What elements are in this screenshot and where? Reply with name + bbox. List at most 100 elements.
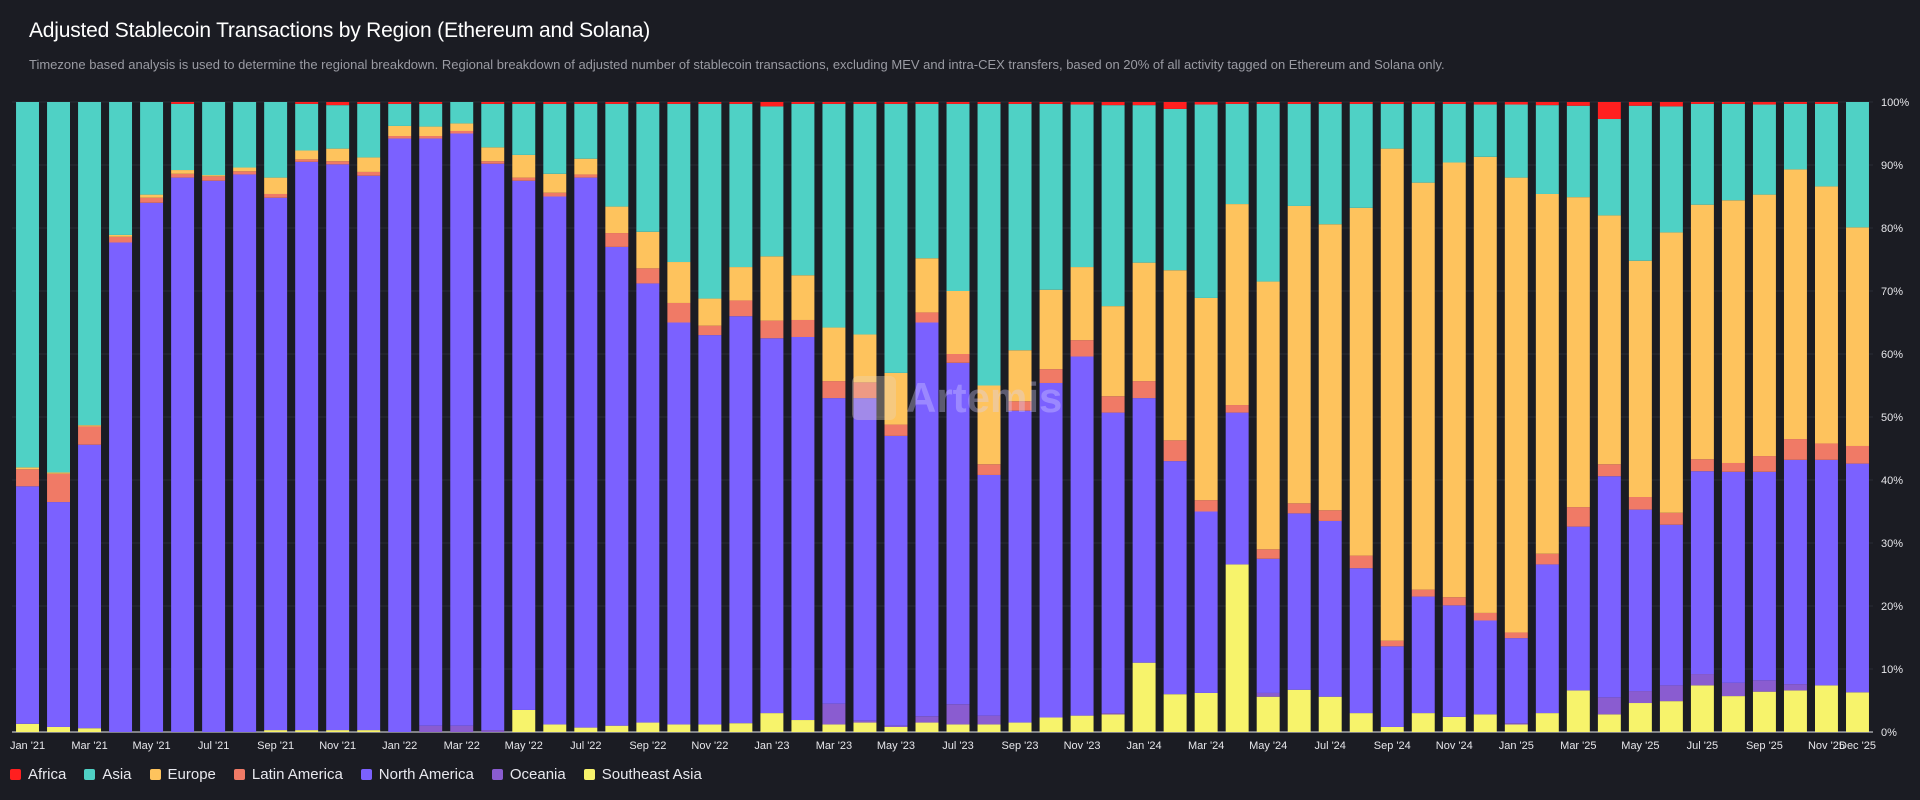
bar-segment-europe[interactable] xyxy=(326,148,350,162)
bar-stack[interactable] xyxy=(1473,102,1497,732)
bar-stack[interactable] xyxy=(543,102,567,732)
bar-segment-europe[interactable] xyxy=(1628,260,1652,498)
bar-segment-southeast-asia[interactable] xyxy=(1380,726,1404,732)
bar-segment-southeast-asia[interactable] xyxy=(326,730,350,732)
bar-stack[interactable] xyxy=(171,102,195,733)
bar-segment-europe[interactable] xyxy=(233,167,257,172)
bar-segment-oceania[interactable] xyxy=(946,704,970,725)
bar-segment-latin-america[interactable] xyxy=(729,300,753,317)
bar-stack[interactable] xyxy=(1225,102,1249,732)
bar-segment-north-america[interactable] xyxy=(233,174,257,732)
bar-segment-latin-america[interactable] xyxy=(47,473,71,503)
bar-segment-asia[interactable] xyxy=(78,102,102,426)
bar-segment-asia[interactable] xyxy=(1814,103,1838,187)
bar-stack[interactable] xyxy=(1163,102,1187,732)
bar-segment-africa[interactable] xyxy=(729,102,753,104)
bar-segment-oceania[interactable] xyxy=(1101,713,1125,715)
bar-segment-africa[interactable] xyxy=(1535,102,1559,106)
bar-segment-europe[interactable] xyxy=(760,256,784,321)
bar-segment-asia[interactable] xyxy=(419,103,443,127)
bar-segment-southeast-asia[interactable] xyxy=(1070,715,1094,732)
bar-stack[interactable] xyxy=(1442,102,1466,732)
bar-segment-north-america[interactable] xyxy=(1659,524,1683,686)
bar-segment-southeast-asia[interactable] xyxy=(1659,701,1683,732)
bar-segment-southeast-asia[interactable] xyxy=(1163,694,1187,732)
bar-segment-africa[interactable] xyxy=(512,102,536,104)
bar-segment-asia[interactable] xyxy=(1287,103,1311,206)
bar-segment-africa[interactable] xyxy=(1659,102,1683,107)
bar-segment-north-america[interactable] xyxy=(1256,558,1280,693)
bar-segment-north-america[interactable] xyxy=(1442,605,1466,717)
bar-segment-southeast-asia[interactable] xyxy=(78,728,102,732)
bar-segment-north-america[interactable] xyxy=(791,336,815,721)
bar-segment-north-america[interactable] xyxy=(1628,509,1652,692)
bar-segment-southeast-asia[interactable] xyxy=(1132,662,1156,732)
bar-segment-europe[interactable] xyxy=(1039,289,1063,370)
bar-segment-latin-america[interactable] xyxy=(698,325,722,336)
bar-segment-latin-america[interactable] xyxy=(1721,462,1745,472)
bar-segment-latin-america[interactable] xyxy=(1287,503,1311,514)
bar-segment-latin-america[interactable] xyxy=(1846,445,1869,464)
bar-stack[interactable] xyxy=(636,102,660,732)
bar-segment-north-america[interactable] xyxy=(1349,568,1373,714)
bar-segment-southeast-asia[interactable] xyxy=(1783,690,1807,732)
bar-segment-north-america[interactable] xyxy=(1721,471,1745,683)
bar-segment-oceania[interactable] xyxy=(1597,697,1621,715)
bar-segment-europe[interactable] xyxy=(1194,297,1218,501)
bar-stack[interactable] xyxy=(574,102,598,732)
bar-stack[interactable] xyxy=(1318,102,1342,732)
bar-segment-europe[interactable] xyxy=(140,194,164,198)
bar-stack[interactable] xyxy=(1597,102,1621,732)
bar-stack[interactable] xyxy=(1287,102,1311,732)
bar-segment-oceania[interactable] xyxy=(853,720,877,723)
bar-stack[interactable] xyxy=(1411,102,1435,732)
bar-stack[interactable] xyxy=(791,102,815,732)
bar-segment-southeast-asia[interactable] xyxy=(1721,696,1745,732)
bar-segment-north-america[interactable] xyxy=(1690,471,1714,675)
bar-segment-latin-america[interactable] xyxy=(109,236,133,243)
bar-segment-asia[interactable] xyxy=(1566,105,1590,198)
bar-stack[interactable] xyxy=(47,102,71,732)
legend-item-latin-america[interactable]: Latin America xyxy=(233,766,343,783)
bar-segment-north-america[interactable] xyxy=(729,316,753,724)
bar-segment-africa[interactable] xyxy=(1256,102,1280,104)
bar-segment-europe[interactable] xyxy=(1101,306,1125,397)
bar-segment-africa[interactable] xyxy=(1194,102,1218,105)
bar-segment-europe[interactable] xyxy=(388,125,412,137)
bar-segment-africa[interactable] xyxy=(1721,102,1745,104)
bar-segment-latin-america[interactable] xyxy=(295,159,319,162)
bar-segment-latin-america[interactable] xyxy=(1442,597,1466,606)
bar-stack[interactable] xyxy=(1132,102,1156,732)
bar-segment-north-america[interactable] xyxy=(481,163,505,731)
bar-segment-north-america[interactable] xyxy=(357,175,381,731)
bar-segment-latin-america[interactable] xyxy=(140,197,164,203)
bar-stack[interactable] xyxy=(946,102,970,732)
bar-segment-oceania[interactable] xyxy=(419,725,443,732)
bar-segment-africa[interactable] xyxy=(1690,102,1714,104)
bar-segment-southeast-asia[interactable] xyxy=(16,723,39,732)
bar-segment-africa[interactable] xyxy=(1101,102,1125,106)
bar-segment-north-america[interactable] xyxy=(1287,513,1311,690)
bar-segment-europe[interactable] xyxy=(1535,193,1559,554)
bar-segment-africa[interactable] xyxy=(1039,102,1063,104)
bar-segment-latin-america[interactable] xyxy=(791,319,815,337)
bar-segment-north-america[interactable] xyxy=(512,180,536,710)
bar-segment-north-america[interactable] xyxy=(140,202,164,733)
bar-segment-europe[interactable] xyxy=(1597,215,1621,465)
bar-segment-africa[interactable] xyxy=(1411,102,1435,104)
bar-segment-north-america[interactable] xyxy=(636,283,660,723)
bar-segment-latin-america[interactable] xyxy=(1597,464,1621,477)
bar-segment-southeast-asia[interactable] xyxy=(1256,696,1280,732)
bar-segment-southeast-asia[interactable] xyxy=(1566,690,1590,732)
bar-segment-north-america[interactable] xyxy=(1008,410,1032,723)
bar-segment-north-america[interactable] xyxy=(388,138,412,733)
bar-segment-southeast-asia[interactable] xyxy=(1628,703,1652,732)
bar-segment-asia[interactable] xyxy=(47,102,71,473)
bar-segment-latin-america[interactable] xyxy=(946,354,970,363)
bar-segment-asia[interactable] xyxy=(698,103,722,299)
bar-segment-asia[interactable] xyxy=(822,103,846,328)
bar-segment-latin-america[interactable] xyxy=(636,268,660,284)
bar-segment-asia[interactable] xyxy=(1132,105,1156,263)
bar-segment-latin-america[interactable] xyxy=(171,173,195,178)
bar-segment-europe[interactable] xyxy=(1380,148,1404,641)
